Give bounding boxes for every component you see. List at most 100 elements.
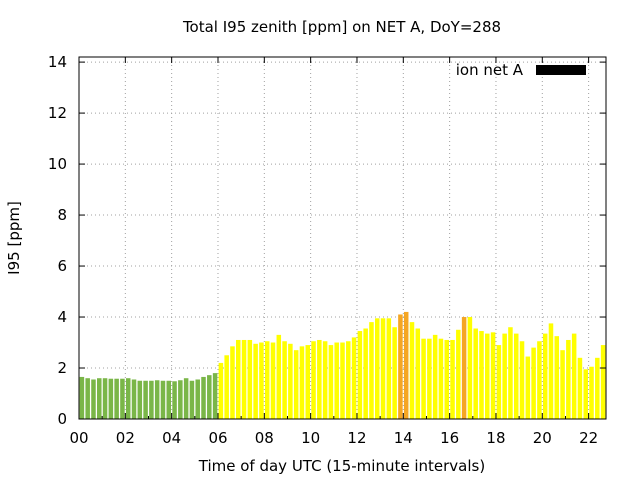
bar	[508, 327, 513, 419]
bar	[403, 311, 409, 419]
x-tick-label: 20	[533, 429, 552, 447]
bar	[542, 333, 548, 419]
bar	[143, 380, 148, 419]
bar	[502, 333, 507, 419]
x-tick-label: 14	[394, 429, 413, 447]
bar	[415, 328, 421, 419]
x-tick-label: 18	[486, 429, 505, 447]
bar	[201, 376, 206, 419]
bar	[334, 342, 339, 419]
legend: ion net A	[456, 61, 586, 79]
bar	[317, 339, 322, 419]
bar	[369, 322, 374, 419]
bar	[398, 314, 403, 419]
bar	[114, 378, 119, 419]
bar	[421, 338, 426, 419]
bar	[97, 378, 102, 419]
bar	[91, 379, 96, 419]
y-tick-label: 14	[48, 53, 67, 71]
bar	[473, 328, 478, 419]
y-tick-label: 12	[48, 104, 67, 122]
bar	[351, 337, 357, 419]
bar	[166, 380, 172, 419]
bar	[195, 379, 200, 419]
bar	[85, 378, 90, 419]
legend-label: ion net A	[456, 61, 524, 79]
bar	[276, 334, 282, 419]
bar	[299, 346, 305, 419]
bar	[456, 329, 461, 419]
bar	[513, 333, 519, 419]
bar	[207, 375, 212, 419]
bar	[340, 342, 345, 419]
bar	[560, 350, 565, 419]
y-tick-label: 8	[57, 206, 67, 224]
x-tick-label: 10	[301, 429, 320, 447]
bar	[149, 380, 154, 419]
bar	[531, 347, 536, 419]
bar	[583, 369, 588, 419]
bar	[178, 380, 183, 419]
bar	[589, 366, 594, 419]
plot-frame	[78, 56, 607, 420]
bar-series	[79, 311, 606, 419]
bar	[571, 333, 577, 419]
bar	[363, 328, 368, 419]
bar	[259, 342, 264, 419]
y-tick-label: 2	[57, 359, 67, 377]
bar	[253, 343, 258, 419]
bar	[293, 350, 299, 419]
bar	[172, 381, 177, 419]
bar	[427, 338, 432, 419]
x-tick-label: 16	[440, 429, 459, 447]
bar	[241, 339, 247, 419]
bar	[548, 323, 554, 419]
bar	[270, 342, 276, 419]
bar	[467, 317, 473, 419]
bar	[102, 378, 108, 419]
bar	[600, 345, 606, 419]
bar	[322, 341, 328, 419]
bar	[444, 339, 450, 419]
bar	[183, 378, 189, 419]
bar	[282, 341, 287, 419]
bar	[374, 318, 380, 419]
axis-ticks	[78, 57, 606, 420]
grid-lines	[79, 57, 606, 419]
bar	[490, 332, 496, 419]
bar	[125, 378, 131, 419]
bar	[438, 338, 444, 419]
bar	[577, 357, 583, 419]
bar	[154, 380, 160, 419]
x-tick-label: 12	[347, 429, 366, 447]
x-tick-label: 06	[208, 429, 227, 447]
bar	[386, 318, 392, 419]
bar	[189, 380, 195, 419]
y-tick-label: 6	[57, 257, 67, 275]
bar	[525, 356, 531, 419]
x-tick-label: 08	[255, 429, 274, 447]
legend-swatch	[536, 65, 586, 75]
y-axis-label: I95 [ppm]	[5, 201, 23, 275]
bar	[120, 378, 125, 419]
bar	[224, 355, 229, 419]
x-tick-label: 00	[69, 429, 88, 447]
bar	[432, 334, 438, 419]
bar	[461, 317, 467, 419]
bar	[305, 345, 311, 419]
chart-title: Total I95 zenith [ppm] on NET A, DoY=288	[182, 18, 501, 36]
bar	[537, 341, 542, 419]
bar	[212, 373, 218, 419]
bar	[328, 345, 334, 419]
x-tick-label: 02	[116, 429, 135, 447]
bar	[247, 339, 253, 419]
bar	[519, 341, 525, 419]
x-axis-label: Time of day UTC (15-minute intervals)	[198, 457, 485, 475]
bar	[131, 379, 137, 419]
bar	[392, 327, 397, 419]
bar	[230, 346, 235, 419]
bar	[288, 343, 293, 419]
x-tick-label: 22	[579, 429, 598, 447]
